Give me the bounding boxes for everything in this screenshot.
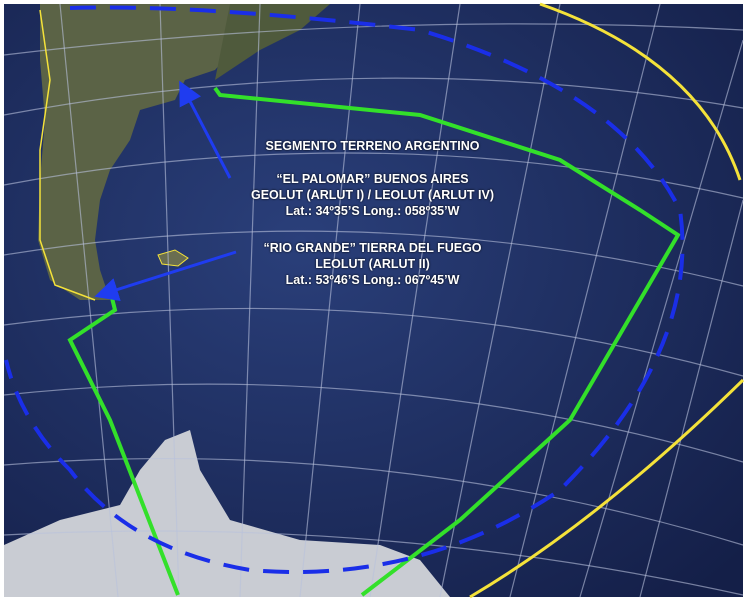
falkland-islands xyxy=(157,249,189,267)
map-title: SEGMENTO TERRENO ARGENTINO xyxy=(265,139,480,153)
antarctica-land xyxy=(4,430,450,597)
arrow-el-palomar xyxy=(179,80,232,179)
station-el-palomar-type: GEOLUT (ARLUT I) / LEOLUT (ARLUT IV) xyxy=(250,188,495,202)
south-america-land xyxy=(38,4,250,300)
coverage-green-area xyxy=(67,86,681,597)
brazil-land xyxy=(215,4,330,80)
station-rio-grande-name: “RIO GRANDE” TIERRA DEL FUEGO xyxy=(263,241,482,255)
boundary-lines xyxy=(39,2,745,599)
station-rio-grande-type: LEOLUT (ARLUT II) xyxy=(315,257,430,271)
coverage-dashed-ellipse xyxy=(4,5,685,574)
arrow-rio-grande xyxy=(94,250,237,302)
station-el-palomar-name: “EL PALOMAR” BUENOS AIRES xyxy=(276,172,469,186)
graticule xyxy=(3,3,744,598)
station-rio-grande-coords: Lat.: 53º46’S Long.: 067º45’W xyxy=(285,273,460,287)
station-el-palomar-coords: Lat.: 34º35’S Long.: 058º35’W xyxy=(285,204,460,218)
